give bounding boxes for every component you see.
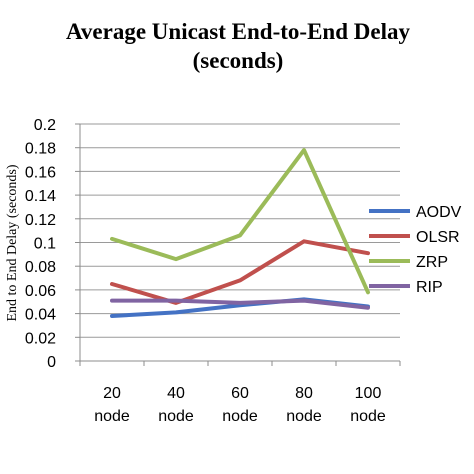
x-tick-label: node xyxy=(94,408,130,425)
legend-label-aodv: AODV xyxy=(416,204,462,221)
y-tick-label: 0.02 xyxy=(25,330,56,347)
y-tick-label: 0.04 xyxy=(25,307,56,324)
x-tick-label: 40 xyxy=(167,385,185,402)
x-tick-label: 20 xyxy=(103,385,121,402)
y-tick-label: 0.2 xyxy=(34,117,56,134)
series-line-olsr xyxy=(110,239,370,305)
series-lines xyxy=(110,148,370,318)
x-tick-label: node xyxy=(286,408,322,425)
x-tick-label: node xyxy=(350,408,386,425)
y-tick-label: 0.18 xyxy=(25,141,56,158)
legend-label-olsr: OLSR xyxy=(416,229,460,246)
x-tick-label: node xyxy=(158,408,194,425)
legend-label-zrp: ZRP xyxy=(416,254,448,271)
axes xyxy=(75,123,401,366)
y-tick-label: 0 xyxy=(47,354,56,371)
y-tick-label: 0.08 xyxy=(25,259,56,276)
series-line-zrp xyxy=(110,148,370,295)
y-axis-label: End to End Delay (seconds) xyxy=(5,164,20,321)
legend: AODV OLSR ZRP RIP xyxy=(369,204,462,296)
series-line-rip xyxy=(110,298,370,310)
y-tick-label: 0.12 xyxy=(25,212,56,229)
y-tick-label: 0.16 xyxy=(25,164,56,181)
x-tick-label: node xyxy=(222,408,258,425)
y-tick-label: 0.06 xyxy=(25,283,56,300)
x-tick-label: 60 xyxy=(231,385,249,402)
y-tick-label: 0.1 xyxy=(34,236,56,253)
x-tick-label: 100 xyxy=(355,385,382,402)
chart-title-line-2: (seconds) xyxy=(193,48,284,73)
legend-label-rip: RIP xyxy=(416,279,443,296)
chart-title-line-1: Average Unicast End-to-End Delay xyxy=(66,19,410,44)
y-tick-labels: 0 0.02 0.04 0.06 0.08 0.1 0.12 0.14 0.16 0.18 0.2 xyxy=(25,117,56,371)
y-tick-label: 0.14 xyxy=(25,188,56,205)
x-tick-label: 80 xyxy=(295,385,313,402)
x-tick-labels: 20 node 40 node 60 node 80 node 100 node xyxy=(94,385,386,425)
